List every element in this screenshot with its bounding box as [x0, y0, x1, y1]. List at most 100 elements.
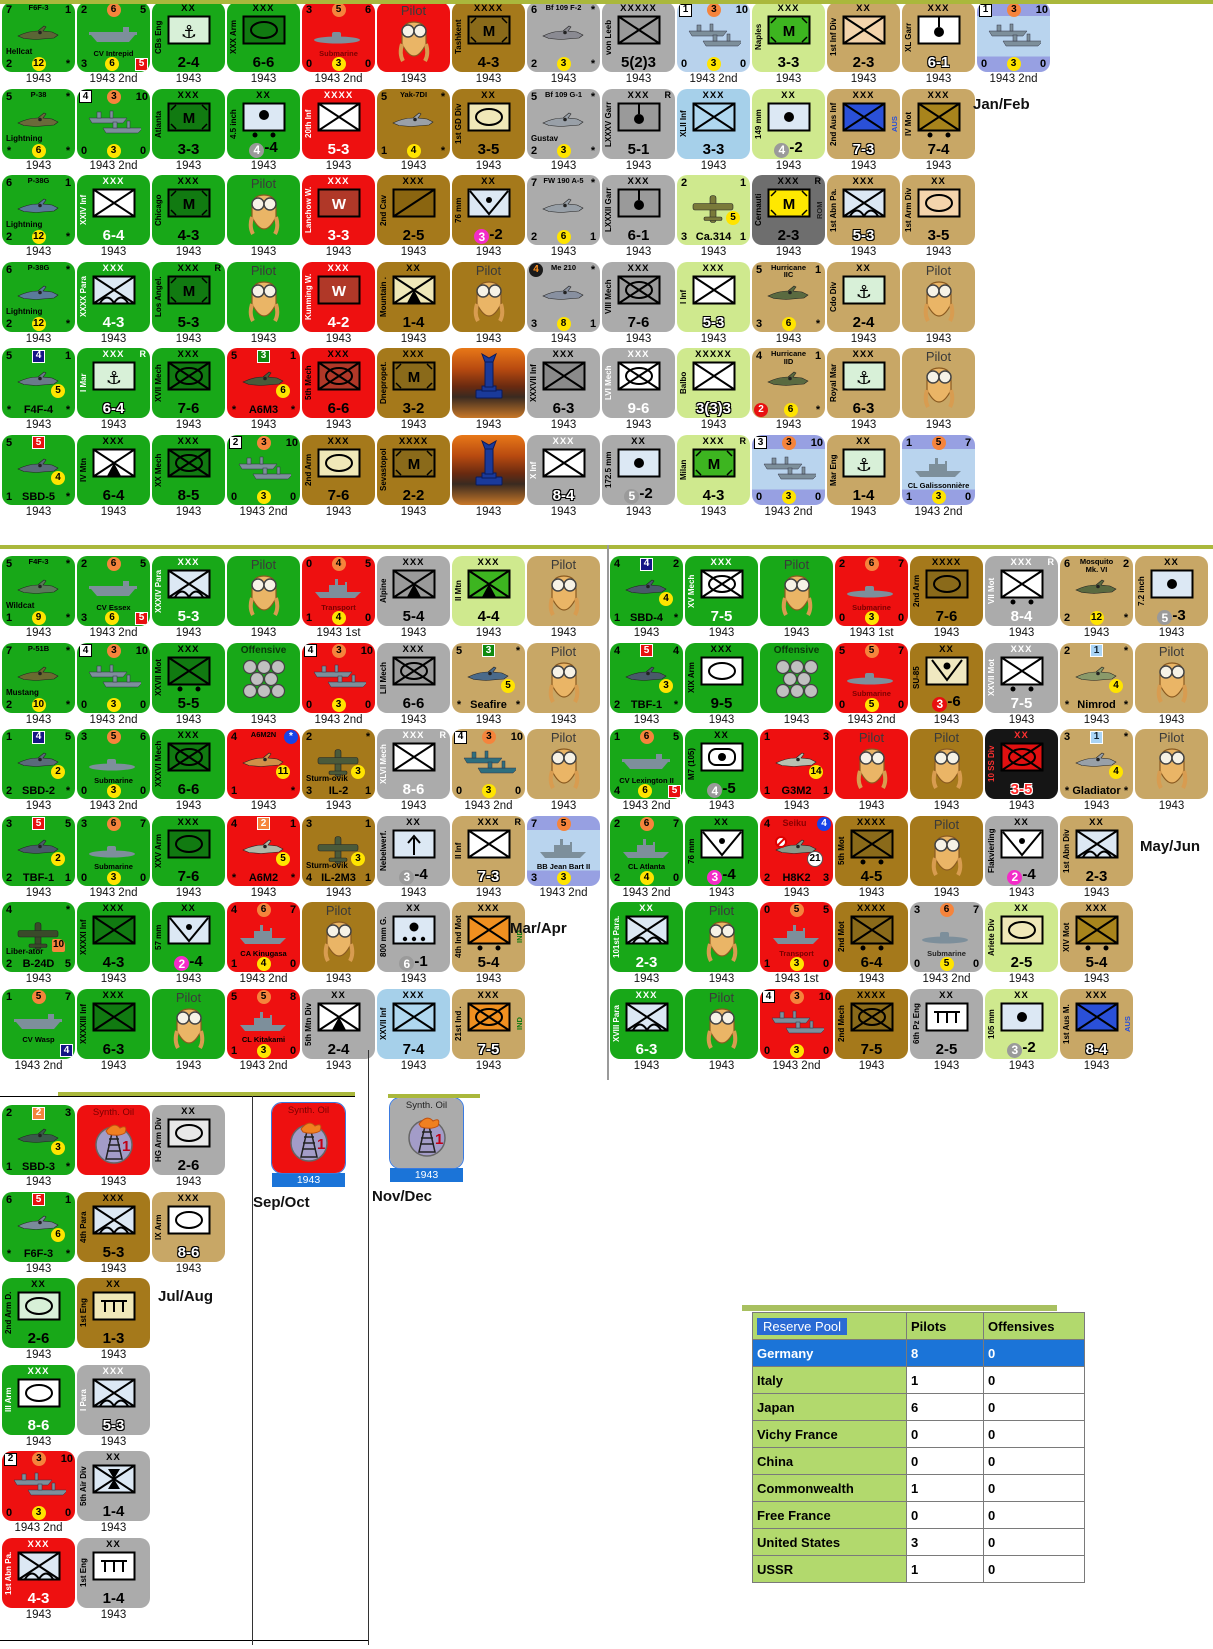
counter-synth-oil[interactable]: Synth. Oil 1	[271, 1102, 346, 1174]
counter-flakvierling[interactable]: Flakvierling XX 2 -4	[985, 815, 1058, 886]
counter-1st-eng[interactable]: 1st Eng XX 1-4	[77, 1537, 150, 1608]
counter-2nd-mech[interactable]: 2nd Mech XXXX 7-5	[835, 988, 908, 1059]
counter-bf-109-g-1[interactable]: 5 * Bf 109 G-1 Gustav 2 3 *	[527, 88, 600, 159]
counter-2nd-arm[interactable]: 2nd Arm XXXX 7-6	[910, 556, 983, 626]
counter-xxxvi-mech[interactable]: XXXVI Mech XXX 6-6	[152, 729, 225, 799]
counter-tashkent[interactable]: Tashkent XXXX M 4-3	[452, 2, 525, 72]
pilots-cell[interactable]: 8	[906, 1339, 984, 1367]
counter-ships[interactable]: 2 1 * 4 * Nimrod *	[1060, 642, 1133, 713]
country-cell[interactable]: Italy	[752, 1366, 907, 1394]
offensives-cell[interactable]: 0	[983, 1474, 1085, 1502]
counter-xxxxi-inf[interactable]: XXXXI Inf XXX 4-3	[77, 902, 150, 972]
counter-ships[interactable]: 5 4 1 5 * F4F-4 *	[2, 348, 75, 418]
counter-ships[interactable]: 4 3 10 0 3 0	[77, 88, 150, 159]
counter-iii-arm[interactable]: III Arm XXX 8-6	[2, 1364, 75, 1435]
pilots-cell[interactable]: 0	[906, 1501, 984, 1529]
counter-von-leeb[interactable]: von Leeb XXXXX 5(2)3	[602, 2, 675, 72]
counter-i-inf[interactable]: I Inf XXX 5-3	[677, 261, 750, 332]
counter-submarine[interactable]: 3 6 7 Submarine 0 3 0	[77, 815, 150, 886]
counter-1st-aus-m[interactable]: 1st Aus M. XXX AUS 8-4	[1060, 988, 1133, 1059]
counter-los-angel[interactable]: Los Angel. XXX R M 5-3	[152, 261, 225, 332]
counter-me-210[interactable]: 4 * Me 210 3 8 1	[527, 261, 600, 332]
counter-ships[interactable]: 4 3 10 0 3 0	[760, 988, 833, 1059]
counter-submarine[interactable]: 2 6 7 Submarine 0 3 0	[835, 556, 908, 626]
counter-ships[interactable]: 1 4 5 2 2 SBD-2 *	[2, 729, 75, 799]
sevastopol-picture[interactable]	[452, 348, 525, 418]
counter-pilot[interactable]: Pilot	[1135, 729, 1208, 799]
counter-172-5-mm[interactable]: 172.5 mm XX 5 -2	[602, 434, 675, 505]
counter-1st-inf-div[interactable]: 1st Inf Div XX 2-3	[827, 2, 900, 72]
counter-pilot[interactable]: Pilot	[760, 556, 833, 626]
counter-synth-oil[interactable]: Synth. Oil 1	[389, 1097, 464, 1169]
counter-pilot[interactable]: Pilot	[302, 902, 375, 972]
counter-nebelwerf[interactable]: Nebelwerf. XX 3 -4	[377, 815, 450, 886]
pilots-cell[interactable]: 0	[906, 1420, 984, 1448]
counter-21st-ind[interactable]: 21st Ind . XXX IND 7-5	[452, 988, 525, 1059]
counter-vii-mot[interactable]: VII Mot XXX R 8-4	[985, 556, 1058, 626]
counter-ships[interactable]: 3 3 10 0 3 0	[752, 434, 825, 505]
offensives-cell[interactable]: 0	[983, 1447, 1085, 1475]
pilots-cell[interactable]: 1	[906, 1474, 984, 1502]
counter-2nd-cav[interactable]: 2nd Cav XXX 2-5	[377, 175, 450, 245]
counter-dnepropet[interactable]: Dnepropet. XXX M 3-2	[377, 348, 450, 418]
counter-pilot[interactable]: Pilot	[835, 729, 908, 799]
counter-105-mm[interactable]: 105 mm XX 3 -2	[985, 988, 1058, 1059]
counter-4th-para[interactable]: 4th Para XXX 5-3	[77, 1191, 150, 1262]
counter-1st-abn-div[interactable]: 1st Abn Div XX 2-3	[1060, 815, 1133, 886]
counter-ca-kinugasa[interactable]: 4 6 7 CA Kinugasa 1 4 0	[227, 902, 300, 972]
counter-pilot[interactable]: Pilot	[685, 902, 758, 972]
counter-1st-eng[interactable]: 1st Eng XX 1-3	[77, 1278, 150, 1348]
counter-pilot[interactable]: Pilot	[227, 556, 300, 626]
offensives-cell[interactable]: 0	[983, 1366, 1085, 1394]
counter-76-mm[interactable]: 76 mm XX 3 -2	[452, 175, 525, 245]
offensives-header[interactable]: Offensives	[983, 1312, 1085, 1340]
counter-cv-lexington-ii[interactable]: 1 6 5 CV Lexington II 4 6 5	[610, 729, 683, 799]
counter-ii-inf[interactable]: II Inf XXX R 7-3	[452, 815, 525, 886]
counter-submarine[interactable]: 3 6 7 Submarine 0 5 0	[910, 902, 983, 972]
counter-hg-arm-div[interactable]: HG Arm Div XX 2-6	[152, 1105, 225, 1175]
counter-mosquito-mk-vi[interactable]: 6 2 Mosquito Mk. VI 2 12 *	[1060, 556, 1133, 626]
counter-2nd-aus-inf[interactable]: 2nd Aus Inf XXX AUS 7-3	[827, 88, 900, 159]
counter-ships[interactable]: 4 4 2 4 1 SBD-4 *	[610, 556, 683, 626]
counter-submarine[interactable]: 3 5 6 Submarine 0 3 0	[77, 729, 150, 799]
counter-ships[interactable]: 3 5 5 2 2 TBF-1 1	[2, 815, 75, 886]
counter-5th-mot[interactable]: 5th Mot XXXX 4-5	[835, 815, 908, 886]
counter-ships[interactable]: 4 3 10 0 3 0	[77, 642, 150, 713]
counter-pilot[interactable]: Pilot	[152, 988, 225, 1059]
counter-lxxxv-garr[interactable]: LXXXV Garr XXX R 5-1	[602, 88, 675, 159]
counter-f4f-3[interactable]: 5 * F4F-3 Wildcat 1 9 *	[2, 556, 75, 626]
counter-pilot[interactable]: Pilot	[902, 261, 975, 332]
counter-pilot[interactable]: Pilot	[527, 729, 600, 799]
counter-4-5-inch[interactable]: 4.5 inch XX 4 -4	[227, 88, 300, 159]
counter-7-2-inch[interactable]: 7.2 inch XX 5 -3	[1135, 556, 1208, 626]
counter-xviii-para[interactable]: XVIII Para XXX 6-3	[610, 988, 683, 1059]
counter-submarine[interactable]: 5 5 7 Submarine 0 5 0	[835, 642, 908, 713]
offensives-cell[interactable]: 0	[983, 1339, 1085, 1367]
counter-ships[interactable]: 1 3 10 0 3 0	[977, 2, 1050, 72]
sevastopol-picture[interactable]	[452, 434, 525, 505]
counter-xxiv-inf[interactable]: XXIV Inf XXX 6-4	[77, 175, 150, 245]
counter-sevastopol[interactable]: Sevastopol XXXX M 2-2	[377, 434, 450, 505]
counter-xix-arm[interactable]: XIX Arm XXX 9-5	[685, 642, 758, 713]
counter-bf-109-f-2[interactable]: 6 * Bf 109 F-2 2 3 *	[527, 2, 600, 72]
counter-iv-mot[interactable]: IV Mot XXX 7-4	[902, 88, 975, 159]
counter-offensive[interactable]: Offensive	[227, 642, 300, 713]
reserve-row-italy[interactable]: Italy 1 0	[752, 1366, 1085, 1394]
counter-1st-abn-pa[interactable]: 1st Abn Pa. XXX 4-3	[2, 1537, 75, 1608]
counter-ships[interactable]: 5 3 * 5 * Seafire *	[452, 642, 525, 713]
country-cell[interactable]: Vichy France	[752, 1420, 907, 1448]
counter-xxxxiii-inf[interactable]: XXXXIII Inf XXX 6-3	[77, 988, 150, 1059]
counter-76-mm[interactable]: 76 mm XX 3 -4	[685, 815, 758, 886]
counter-p-38[interactable]: 5 * P-38 Lightning * 6 *	[2, 88, 75, 159]
counter-ii-mtn[interactable]: II Mtn XXX 4-4	[452, 556, 525, 626]
counter-ix-arm[interactable]: IX Arm XXX 8-6	[152, 1191, 225, 1262]
counter-ships[interactable]: 2 3 10 0 3 0	[2, 1451, 75, 1521]
counter-xxxiv-para[interactable]: XXXIV Para XXX 5-3	[152, 556, 225, 626]
counter-pilot[interactable]: Pilot	[685, 988, 758, 1059]
counter-1st-arm-div[interactable]: 1st Arm Div XX 3-5	[902, 175, 975, 245]
counter-xlii-inf[interactable]: XLII Inf XXX 3-3	[677, 88, 750, 159]
country-cell[interactable]: Commonwealth	[752, 1474, 907, 1502]
reserve-row-free-france[interactable]: Free France 0 0	[752, 1501, 1085, 1529]
counter-5th-mech[interactable]: 5th Mech XXX 6-6	[302, 348, 375, 418]
counter-p-51b[interactable]: 7 * P-51B Mustang 2 10 *	[2, 642, 75, 713]
